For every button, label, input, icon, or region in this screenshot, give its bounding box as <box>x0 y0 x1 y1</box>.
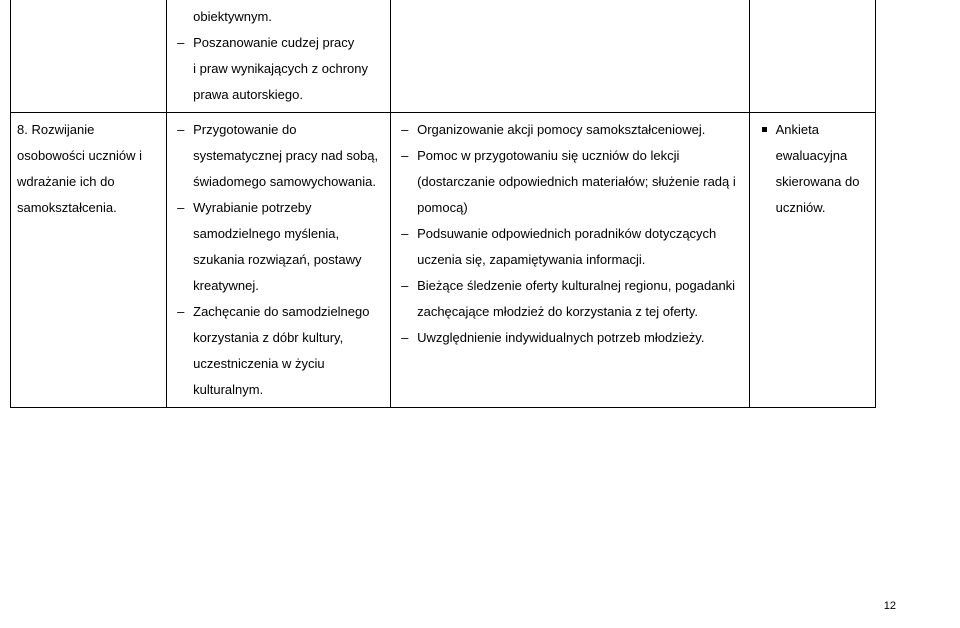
table-row: 8. Rozwijanie osobowości uczniów i wdraż… <box>11 113 876 408</box>
cell-r1c4 <box>749 0 875 113</box>
dash-list: Przygotowanie do systematycznej pracy na… <box>173 117 384 403</box>
cell-r1c1 <box>11 0 167 113</box>
list-item: Poszanowanie cudzej pracy <box>173 30 384 56</box>
continuation-text: i praw wynikających z ochrony prawa auto… <box>173 56 384 108</box>
list-item: Ankieta ewaluacyjna skierowana do ucznió… <box>756 117 869 221</box>
cell-r2c1: 8. Rozwijanie osobowości uczniów i wdraż… <box>11 113 167 408</box>
cell-r2c3: Organizowanie akcji pomocy samokształcen… <box>391 113 750 408</box>
list-item: Podsuwanie odpowiednich poradników dotyc… <box>397 221 743 273</box>
list-item: Przygotowanie do systematycznej pracy na… <box>173 117 384 195</box>
cell-r1c2: obiektywnym. Poszanowanie cudzej pracy i… <box>167 0 391 113</box>
cell-r1c3 <box>391 0 750 113</box>
content-table: obiektywnym. Poszanowanie cudzej pracy i… <box>10 0 876 408</box>
list-item: Wyrabianie potrzeby samodzielnego myślen… <box>173 195 384 299</box>
dash-list: Poszanowanie cudzej pracy <box>173 30 384 56</box>
continuation-text: obiektywnym. <box>173 4 384 30</box>
dash-list: Organizowanie akcji pomocy samokształcen… <box>397 117 743 351</box>
list-item: Uwzględnienie indywidualnych potrzeb mło… <box>397 325 743 351</box>
list-item: Organizowanie akcji pomocy samokształcen… <box>397 117 743 143</box>
table-row: obiektywnym. Poszanowanie cudzej pracy i… <box>11 0 876 113</box>
list-item: Bieżące śledzenie oferty kulturalnej reg… <box>397 273 743 325</box>
list-item: Pomoc w przygotowaniu się uczniów do lek… <box>397 143 743 221</box>
cell-r2c4: Ankieta ewaluacyjna skierowana do ucznió… <box>749 113 875 408</box>
list-item: Zachęcanie do samodzielnego korzystania … <box>173 299 384 403</box>
row-number: 8. <box>17 122 28 137</box>
square-list: Ankieta ewaluacyjna skierowana do ucznió… <box>756 117 869 221</box>
page-number: 12 <box>884 600 896 612</box>
cell-r2c2: Przygotowanie do systematycznej pracy na… <box>167 113 391 408</box>
row-title: Rozwijanie osobowości uczniów i wdrażani… <box>17 122 142 215</box>
document-page: obiektywnym. Poszanowanie cudzej pracy i… <box>0 0 960 628</box>
